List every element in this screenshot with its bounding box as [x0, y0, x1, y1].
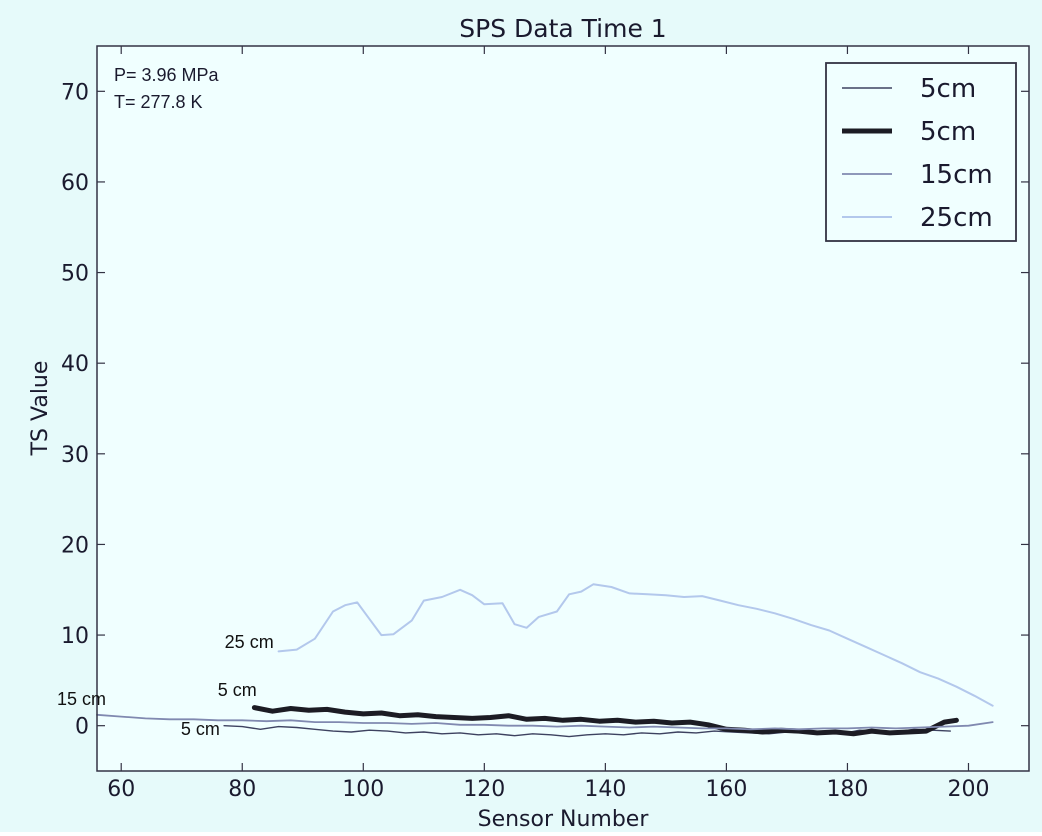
- series-line-25cm-4: [277, 583, 994, 707]
- x-tick-label: 200: [947, 777, 989, 802]
- series-line-5cm-2: [251, 705, 959, 737]
- series-layer: [96, 583, 994, 738]
- x-axis-label: Sensor Number: [478, 807, 650, 832]
- y-tick-label: 20: [61, 533, 89, 558]
- legend-label: 15cm: [920, 160, 993, 190]
- annotation-label: 15 cm: [57, 689, 106, 709]
- ticks-layer: 60 80 100 120 140 160 180 200 0 10 20 30 40 50 60 70: [61, 46, 1029, 802]
- legend-label: 5cm: [920, 74, 976, 104]
- legend: 5cm 5cm 15cm 25cm: [825, 62, 1017, 242]
- legend-label: 5cm: [920, 117, 976, 147]
- legend-label: 25cm: [920, 203, 993, 233]
- x-tick-label: 160: [705, 777, 747, 802]
- y-tick-label: 40: [61, 352, 89, 377]
- annotation-label: 5 cm: [218, 680, 257, 700]
- y-tick-label: 50: [61, 262, 89, 287]
- pressure-readout: P= 3.96 MPa: [114, 65, 220, 85]
- y-tick-label: 60: [61, 171, 89, 196]
- legend-box: [825, 62, 1017, 242]
- x-tick-label: 140: [584, 777, 626, 802]
- chart-title: SPS Data Time 1: [459, 14, 666, 43]
- annotation-label: 5 cm: [181, 719, 220, 739]
- x-tick-label: 100: [342, 777, 384, 802]
- x-tick-label: 120: [463, 777, 505, 802]
- x-tick-label: 60: [107, 777, 135, 802]
- x-tick-label: 180: [826, 777, 868, 802]
- x-tick-label: 80: [228, 777, 256, 802]
- plot-frame: [96, 45, 1030, 772]
- annotation-layer: 25 cm 5 cm 15 cm 5 cm: [57, 632, 274, 739]
- temperature-readout: T= 277.8 K: [114, 92, 203, 112]
- y-tick-label: 10: [61, 624, 89, 649]
- series-line-15cm-3: [96, 713, 994, 731]
- y-tick-label: 0: [75, 715, 89, 740]
- y-tick-label: 70: [61, 80, 89, 105]
- y-axis-label: TS Value: [28, 361, 53, 457]
- y-tick-label: 30: [61, 443, 89, 468]
- annotation-label: 25 cm: [225, 632, 274, 652]
